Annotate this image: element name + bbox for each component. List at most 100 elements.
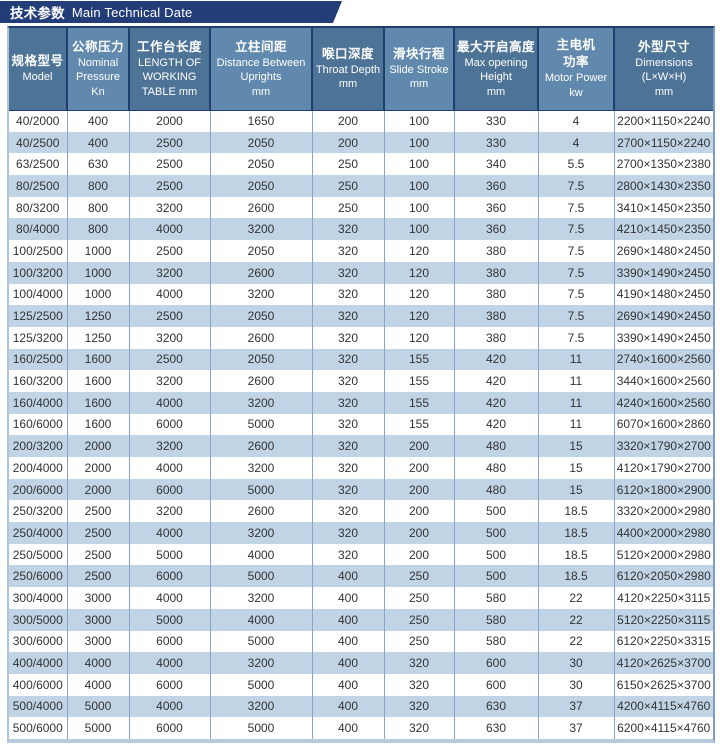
- model-cell: 500/6000: [12, 721, 63, 736]
- value-cell: 360: [453, 218, 538, 241]
- value-cell: 360: [453, 196, 538, 219]
- value-cell: 5000: [209, 565, 312, 588]
- value-cell: 320: [311, 413, 384, 436]
- value-cell: 7.5: [537, 218, 614, 241]
- value-cell: 500: [453, 565, 538, 588]
- value-cell: 3200: [209, 391, 312, 414]
- table-row: 80/3200 800 3200 2600 250 100 360 7.5 3410×1450×…: [9, 196, 713, 219]
- value-cell: 1000: [66, 283, 129, 306]
- column-header-line: 工作台长度: [136, 39, 202, 54]
- value-cell: 400: [311, 608, 384, 631]
- column-header-line: 规格型号: [11, 54, 64, 68]
- value-cell: 4: [537, 131, 614, 154]
- column-header-line: mm: [409, 78, 429, 91]
- value-cell: 340: [453, 153, 538, 176]
- column-header-line: Kn: [91, 85, 105, 98]
- value-cell: 6000: [128, 673, 210, 696]
- value-cell: 250: [383, 587, 454, 609]
- column-header-line: WORKING: [142, 71, 197, 83]
- value-cell: 7.5: [537, 175, 614, 197]
- column-header-line: mm: [654, 85, 674, 98]
- table-row: 500/6000 5000 6000 5000 400 320 630 37 6200×4115…: [9, 717, 713, 739]
- value-cell: 2500: [128, 305, 210, 327]
- column-header-line: 主电机: [556, 38, 596, 53]
- value-cell: 15: [537, 478, 614, 501]
- value-cell: 320: [311, 218, 384, 241]
- column-header: 工作台长度 LENGTH OF WORKING TABLE mm: [128, 28, 210, 111]
- value-cell: 120: [383, 305, 454, 327]
- value-cell: 2600: [209, 500, 312, 523]
- value-cell: 7.5: [537, 283, 614, 306]
- column-header: 规格型号 Model: [9, 28, 67, 111]
- value-cell: 6000: [128, 478, 210, 501]
- value-cell: 3320×1790×2700: [613, 435, 713, 457]
- value-cell: 3410×1450×2350: [613, 196, 713, 219]
- value-cell: 5000: [66, 717, 129, 739]
- value-cell: 420: [453, 391, 538, 414]
- table-row: 200/3200 2000 3200 2600 320 200 480 15 3320×1790…: [9, 435, 713, 457]
- model-cell: 500/4000: [12, 699, 63, 714]
- value-cell: 250: [383, 565, 454, 588]
- value-cell: 2500: [128, 348, 210, 371]
- value-cell: 800: [66, 196, 129, 219]
- column-header-line: Height: [480, 71, 512, 83]
- value-cell: 250: [383, 630, 454, 653]
- table-row: 160/6000 1600 6000 5000 320 155 420 11 6070×1600…: [9, 413, 713, 436]
- value-cell: 4: [537, 110, 614, 132]
- column-header-line: 公称压力: [71, 39, 124, 54]
- value-cell: 4000: [209, 608, 312, 631]
- spec-table: 规格型号 Model 公称压力 Nominal Pressure Kn 工作台长度 LENGT…: [9, 28, 713, 739]
- model-cell: 200/6000: [12, 482, 63, 497]
- value-cell: 1000: [66, 261, 129, 284]
- value-cell: 3000: [66, 608, 129, 631]
- value-cell: 400: [311, 695, 384, 718]
- value-cell: 200: [383, 522, 454, 544]
- value-cell: 630: [66, 153, 129, 176]
- value-cell: 1600: [66, 413, 129, 436]
- value-cell: 22: [537, 587, 614, 609]
- table-row: 250/4000 2500 4000 3200 320 200 500 18.5 4400×20…: [9, 522, 713, 544]
- value-cell: 6070×1600×2860: [613, 413, 713, 436]
- value-cell: 6120×1800×2900: [613, 478, 713, 501]
- value-cell: 4120×2250×3115: [613, 587, 713, 609]
- value-cell: 4120×2625×3700: [613, 652, 713, 674]
- value-cell: 480: [453, 435, 538, 457]
- section-title-zh: 技术参数: [10, 6, 65, 21]
- value-cell: 3200: [209, 522, 312, 544]
- model-cell: 80/4000: [16, 222, 60, 237]
- value-cell: 3200: [209, 218, 312, 241]
- value-cell: 155: [383, 413, 454, 436]
- value-cell: 2600: [209, 326, 312, 349]
- value-cell: 1000: [66, 240, 129, 262]
- value-cell: 580: [453, 630, 538, 653]
- value-cell: 250: [383, 608, 454, 631]
- column-header-line: 外型尺寸: [637, 39, 690, 54]
- column-header: 主电机 功率 Motor Power kw: [537, 28, 614, 111]
- value-cell: 3200: [209, 695, 312, 718]
- value-cell: 6000: [128, 565, 210, 588]
- value-cell: 7.5: [537, 305, 614, 327]
- value-cell: 6120×2250×3315: [613, 630, 713, 653]
- value-cell: 250: [311, 196, 384, 219]
- value-cell: 155: [383, 370, 454, 392]
- value-cell: 3000: [66, 630, 129, 653]
- value-cell: 11: [537, 391, 614, 414]
- value-cell: 2500: [66, 522, 129, 544]
- value-cell: 4200×4115×4760: [613, 695, 713, 718]
- value-cell: 100: [383, 110, 454, 132]
- value-cell: 200: [383, 478, 454, 501]
- value-cell: 400: [311, 717, 384, 739]
- model-cell: 125/2500: [12, 309, 63, 324]
- table-row: 160/4000 1600 4000 3200 320 155 420 11 4240×1600…: [9, 391, 713, 414]
- value-cell: 400: [311, 565, 384, 588]
- column-header-line: 喉口深度: [321, 46, 374, 61]
- value-cell: 120: [383, 283, 454, 306]
- value-cell: 100: [383, 153, 454, 176]
- model-cell: 300/4000: [12, 590, 63, 605]
- value-cell: 6200×4115×4760: [613, 717, 713, 739]
- value-cell: 2000: [66, 435, 129, 457]
- value-cell: 1250: [66, 326, 129, 349]
- value-cell: 15: [537, 435, 614, 457]
- value-cell: 5000: [209, 673, 312, 696]
